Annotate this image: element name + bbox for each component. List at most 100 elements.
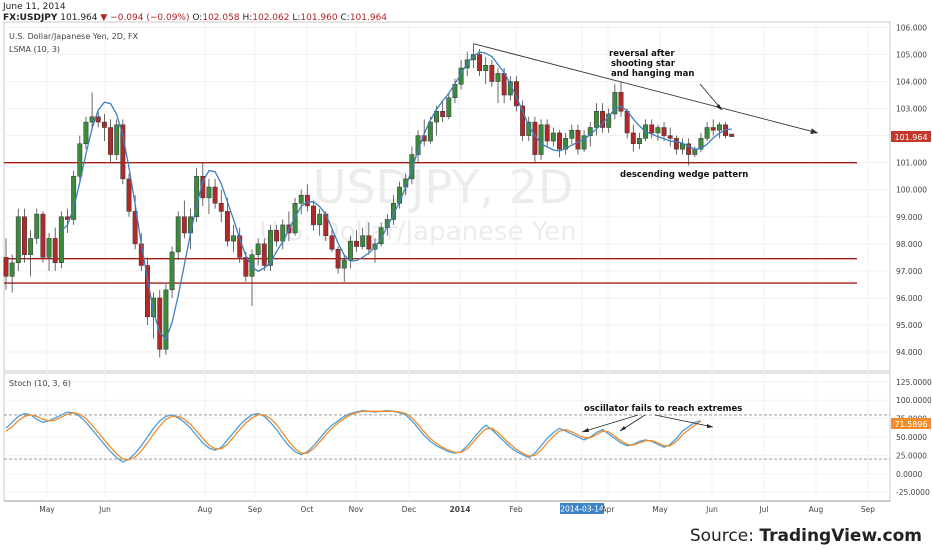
candle-body <box>77 143 83 177</box>
candle-body <box>470 54 476 61</box>
stoch-bands <box>4 414 890 460</box>
time-tick-label: Nov <box>349 505 364 514</box>
candle-body <box>9 262 15 277</box>
price-last-tag: 101.964 <box>894 133 927 142</box>
candle-body <box>624 111 630 134</box>
source-brand: TradingView.com <box>759 526 922 546</box>
watermark-name: U.S. Dollar/Japanese Yen <box>259 217 576 247</box>
candle-body <box>483 65 489 71</box>
candle-body <box>630 132 636 144</box>
candle-body <box>22 216 27 255</box>
watermark-symbol: USDJPY, 2D <box>313 160 574 214</box>
candle-body <box>427 121 433 142</box>
pane-title: U.S. Dollar/Japanese Yen, 2D, FX <box>9 32 139 41</box>
candle-body <box>538 124 544 155</box>
price-tick-label: 105.000 <box>896 50 927 59</box>
time-tick-label: Jul <box>758 505 768 514</box>
stoch-tick-label: 125.0000 <box>896 378 932 387</box>
price-tick-label: 104.000 <box>896 78 927 87</box>
candle-body <box>716 124 722 131</box>
candle-body <box>673 138 679 150</box>
time-tick-label: Dec <box>402 505 417 514</box>
stoch-tick-label: 50.0000 <box>896 433 927 442</box>
descending-trendline <box>473 43 818 135</box>
time-tick-label: Jun <box>705 505 718 514</box>
open-value: 102.058 <box>202 13 240 23</box>
candle-body <box>157 297 163 350</box>
candle-body <box>46 238 52 258</box>
stoch-tick-label: 0.0000 <box>896 470 922 479</box>
price-tick-label: 106.000 <box>896 23 927 32</box>
candle-body <box>477 54 483 71</box>
candle-body <box>89 116 95 123</box>
candle-body <box>132 211 138 245</box>
candle-body <box>28 238 34 255</box>
candle-body <box>181 216 187 234</box>
stoch-last-tag-bg <box>891 418 931 429</box>
candle-body <box>95 116 101 123</box>
candle-body <box>354 240 360 247</box>
candle-body <box>126 178 132 212</box>
price-tick-label: 97.000 <box>896 267 922 276</box>
close-value: 101.964 <box>349 13 388 23</box>
candle-body <box>335 249 341 269</box>
candle-body <box>231 235 237 242</box>
time-tick-label: 2014 <box>450 505 471 514</box>
candle-body <box>268 230 273 266</box>
stoch-tick-label: 25.0000 <box>896 451 927 460</box>
candle-body <box>637 138 642 144</box>
candle-body <box>655 127 661 134</box>
low-label: L: <box>292 13 301 23</box>
candle-body <box>255 243 261 255</box>
time-tick-label: Jun <box>98 505 111 514</box>
time-tick-label: Feb <box>509 505 523 514</box>
candle-body <box>360 235 366 247</box>
candle-body <box>15 216 21 264</box>
candle-body <box>698 138 704 150</box>
candle-body <box>593 111 599 128</box>
stoch-title: Stoch (10, 3, 6) <box>9 379 71 388</box>
reversal-annotation-3: and hanging man <box>611 69 694 79</box>
vertical-grid <box>46 22 869 501</box>
candle-body <box>83 121 89 144</box>
candle-body <box>347 240 353 261</box>
candle-body <box>520 105 526 136</box>
candle-body <box>649 124 655 134</box>
candle-body <box>409 154 415 180</box>
candle-body <box>163 289 169 350</box>
reversal-arrowhead <box>716 104 722 110</box>
lsma-line <box>60 51 732 341</box>
price-tick-label: 96.000 <box>896 294 922 303</box>
time-tick-label: Sep <box>248 505 262 514</box>
candle-body <box>200 175 206 199</box>
oscillator-arrowheads <box>582 424 713 432</box>
candle-body <box>446 97 452 117</box>
stoch-d-line <box>5 410 702 461</box>
stoch-last-tag: 71.5896 <box>894 420 927 429</box>
time-tick-label: Apr <box>602 505 616 514</box>
symbol: FX:USDJPY <box>3 13 58 23</box>
trendline-arrowhead <box>810 128 818 135</box>
candle-body <box>341 259 347 269</box>
candle-body <box>58 216 64 264</box>
price-tick-label: 103.000 <box>896 105 927 114</box>
candle-body <box>569 129 575 139</box>
header-date: June 11, 2014 <box>3 2 66 12</box>
time-tick-label: Aug <box>809 505 824 514</box>
low-value: 101.960 <box>300 13 338 23</box>
candle-body <box>224 211 230 242</box>
candle-body <box>366 235 372 250</box>
reversal-annotation-1: reversal after <box>609 49 675 59</box>
candle-body <box>729 133 735 137</box>
high-value: 102.062 <box>252 13 290 23</box>
time-tick-label: May <box>39 505 55 514</box>
time-cursor-tag-bg <box>560 503 604 514</box>
candle-body <box>206 186 212 199</box>
candle-body <box>34 213 40 239</box>
time-tick-label: May <box>652 505 668 514</box>
price-tick-label: 100.000 <box>896 186 927 195</box>
candle-body <box>618 92 624 112</box>
time-axis: May Jun Aug Sep Oct Nov Dec 2014 Feb 2014-03-14Ap… <box>39 503 875 514</box>
candle-body <box>120 124 126 180</box>
